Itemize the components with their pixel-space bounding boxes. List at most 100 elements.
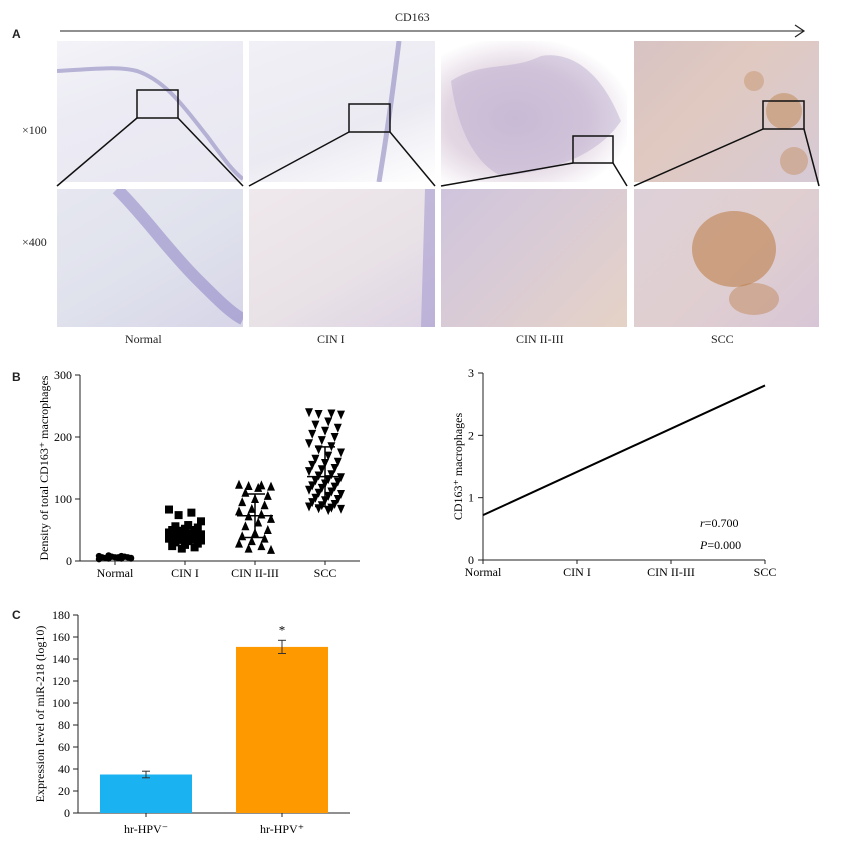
data-point (337, 410, 345, 420)
data-point (257, 509, 266, 519)
data-point (305, 408, 313, 418)
y-tick-label: 0 (64, 806, 70, 820)
x-tick-label: SCC (314, 566, 337, 580)
y-tick-label: 120 (52, 674, 70, 688)
data-point (238, 497, 247, 507)
data-point (260, 500, 269, 510)
micrograph-cin23-x100 (441, 41, 627, 182)
data-point (165, 534, 173, 543)
data-point (311, 420, 320, 430)
column-label-cin23: CIN II-III (516, 332, 564, 346)
y-tick-label: 300 (54, 368, 72, 382)
y-tick-label: 160 (52, 630, 70, 644)
data-point (337, 504, 345, 514)
micrograph-scc-x400 (634, 189, 819, 327)
x-tick-label: SCC (754, 565, 777, 579)
y-axis-title: Expression level of miR-218 (log10) (33, 626, 47, 803)
data-point (235, 538, 243, 548)
cd163-arrow (60, 24, 806, 38)
micrograph-cin23-x400 (441, 189, 627, 327)
data-point (305, 439, 313, 449)
stat-annotation: P=0.000 (699, 538, 741, 552)
data-point (187, 508, 196, 517)
data-point (174, 511, 183, 520)
y-tick-label: 2 (468, 428, 474, 442)
data-point (314, 488, 323, 498)
data-point (330, 482, 339, 492)
data-point (238, 531, 247, 541)
data-point (308, 460, 317, 470)
data-point (333, 477, 342, 487)
data-point (314, 410, 323, 420)
data-point (244, 480, 253, 490)
data-point (333, 457, 342, 467)
data-point (305, 467, 313, 477)
y-tick-label: 200 (54, 430, 72, 444)
bar (100, 774, 192, 813)
data-point (247, 536, 256, 546)
data-point (95, 552, 103, 560)
column-label-normal: Normal (125, 332, 162, 346)
data-point (177, 544, 186, 553)
data-point (197, 517, 205, 526)
y-axis-title: Density of total CD163⁺ macrophages (37, 375, 51, 560)
data-point (127, 555, 135, 562)
data-point (165, 505, 173, 514)
micrograph-cin1-x400 (249, 189, 435, 327)
y-tick-label: 0 (468, 553, 474, 567)
data-point (267, 513, 275, 523)
data-point (327, 470, 336, 480)
panel-b-letter: B (12, 370, 21, 384)
y-tick-label: 1 (468, 491, 474, 505)
zoom-connector-lines (56, 117, 820, 187)
data-point (263, 490, 272, 500)
y-axis-title: CD163⁺ macrophages (451, 413, 465, 521)
y-tick-label: 140 (52, 652, 70, 666)
data-point (235, 506, 243, 516)
data-point (324, 506, 333, 516)
data-point (305, 502, 313, 512)
data-point (324, 451, 333, 461)
y-tick-label: 180 (52, 608, 70, 622)
panel-c-letter: C (12, 608, 21, 622)
regression-line (482, 384, 766, 517)
micrograph-cin1-x100 (249, 41, 435, 182)
data-point (241, 521, 250, 531)
data-point (333, 423, 342, 433)
x-tick-label: CIN I (171, 566, 199, 580)
magnification-high-label: ×400 (22, 235, 47, 249)
y-tick-label: 20 (58, 784, 70, 798)
data-point (257, 541, 266, 551)
y-tick-label: 80 (58, 718, 70, 732)
data-point (247, 503, 256, 513)
data-point (337, 490, 345, 500)
chart-mir218-bar: 0 20 40 60 80 100 120 140 160 180 Expression level… (33, 608, 350, 836)
column-label-cin1: CIN I (317, 332, 345, 346)
stat-annotation: r=0.700 (700, 516, 738, 530)
y-tick-label: 60 (58, 740, 70, 754)
data-point (321, 426, 329, 436)
data-point (308, 429, 317, 439)
x-tick-label: CIN II-III (231, 566, 279, 580)
x-tick-label: Normal (97, 566, 134, 580)
bar (236, 646, 328, 813)
data-point (317, 436, 326, 446)
data-point (305, 485, 313, 495)
data-point (254, 482, 263, 492)
data-point (330, 464, 339, 473)
data-point (235, 479, 243, 489)
data-point (190, 543, 199, 552)
column-label-scc: SCC (711, 332, 734, 346)
data-point (311, 454, 320, 464)
cd163-arrow-label: CD163 (395, 10, 430, 24)
data-point (337, 448, 345, 458)
data-point (267, 544, 275, 554)
x-tick-label: Normal (465, 565, 502, 579)
data-point (311, 476, 320, 486)
panel-a-letter: A (12, 27, 21, 41)
chart-cd163-correlation-line: 0 1 2 3 Normal CIN I CIN II-III SCC CD163⁺ macro… (451, 366, 777, 579)
magnification-low-label: ×100 (22, 123, 47, 137)
data-point (317, 483, 326, 493)
micrograph-scc-x100 (634, 41, 819, 182)
chart-cd163-density-scatter: 0 100 200 300 Normal CIN I CIN II-III SCC Densit… (37, 368, 360, 580)
